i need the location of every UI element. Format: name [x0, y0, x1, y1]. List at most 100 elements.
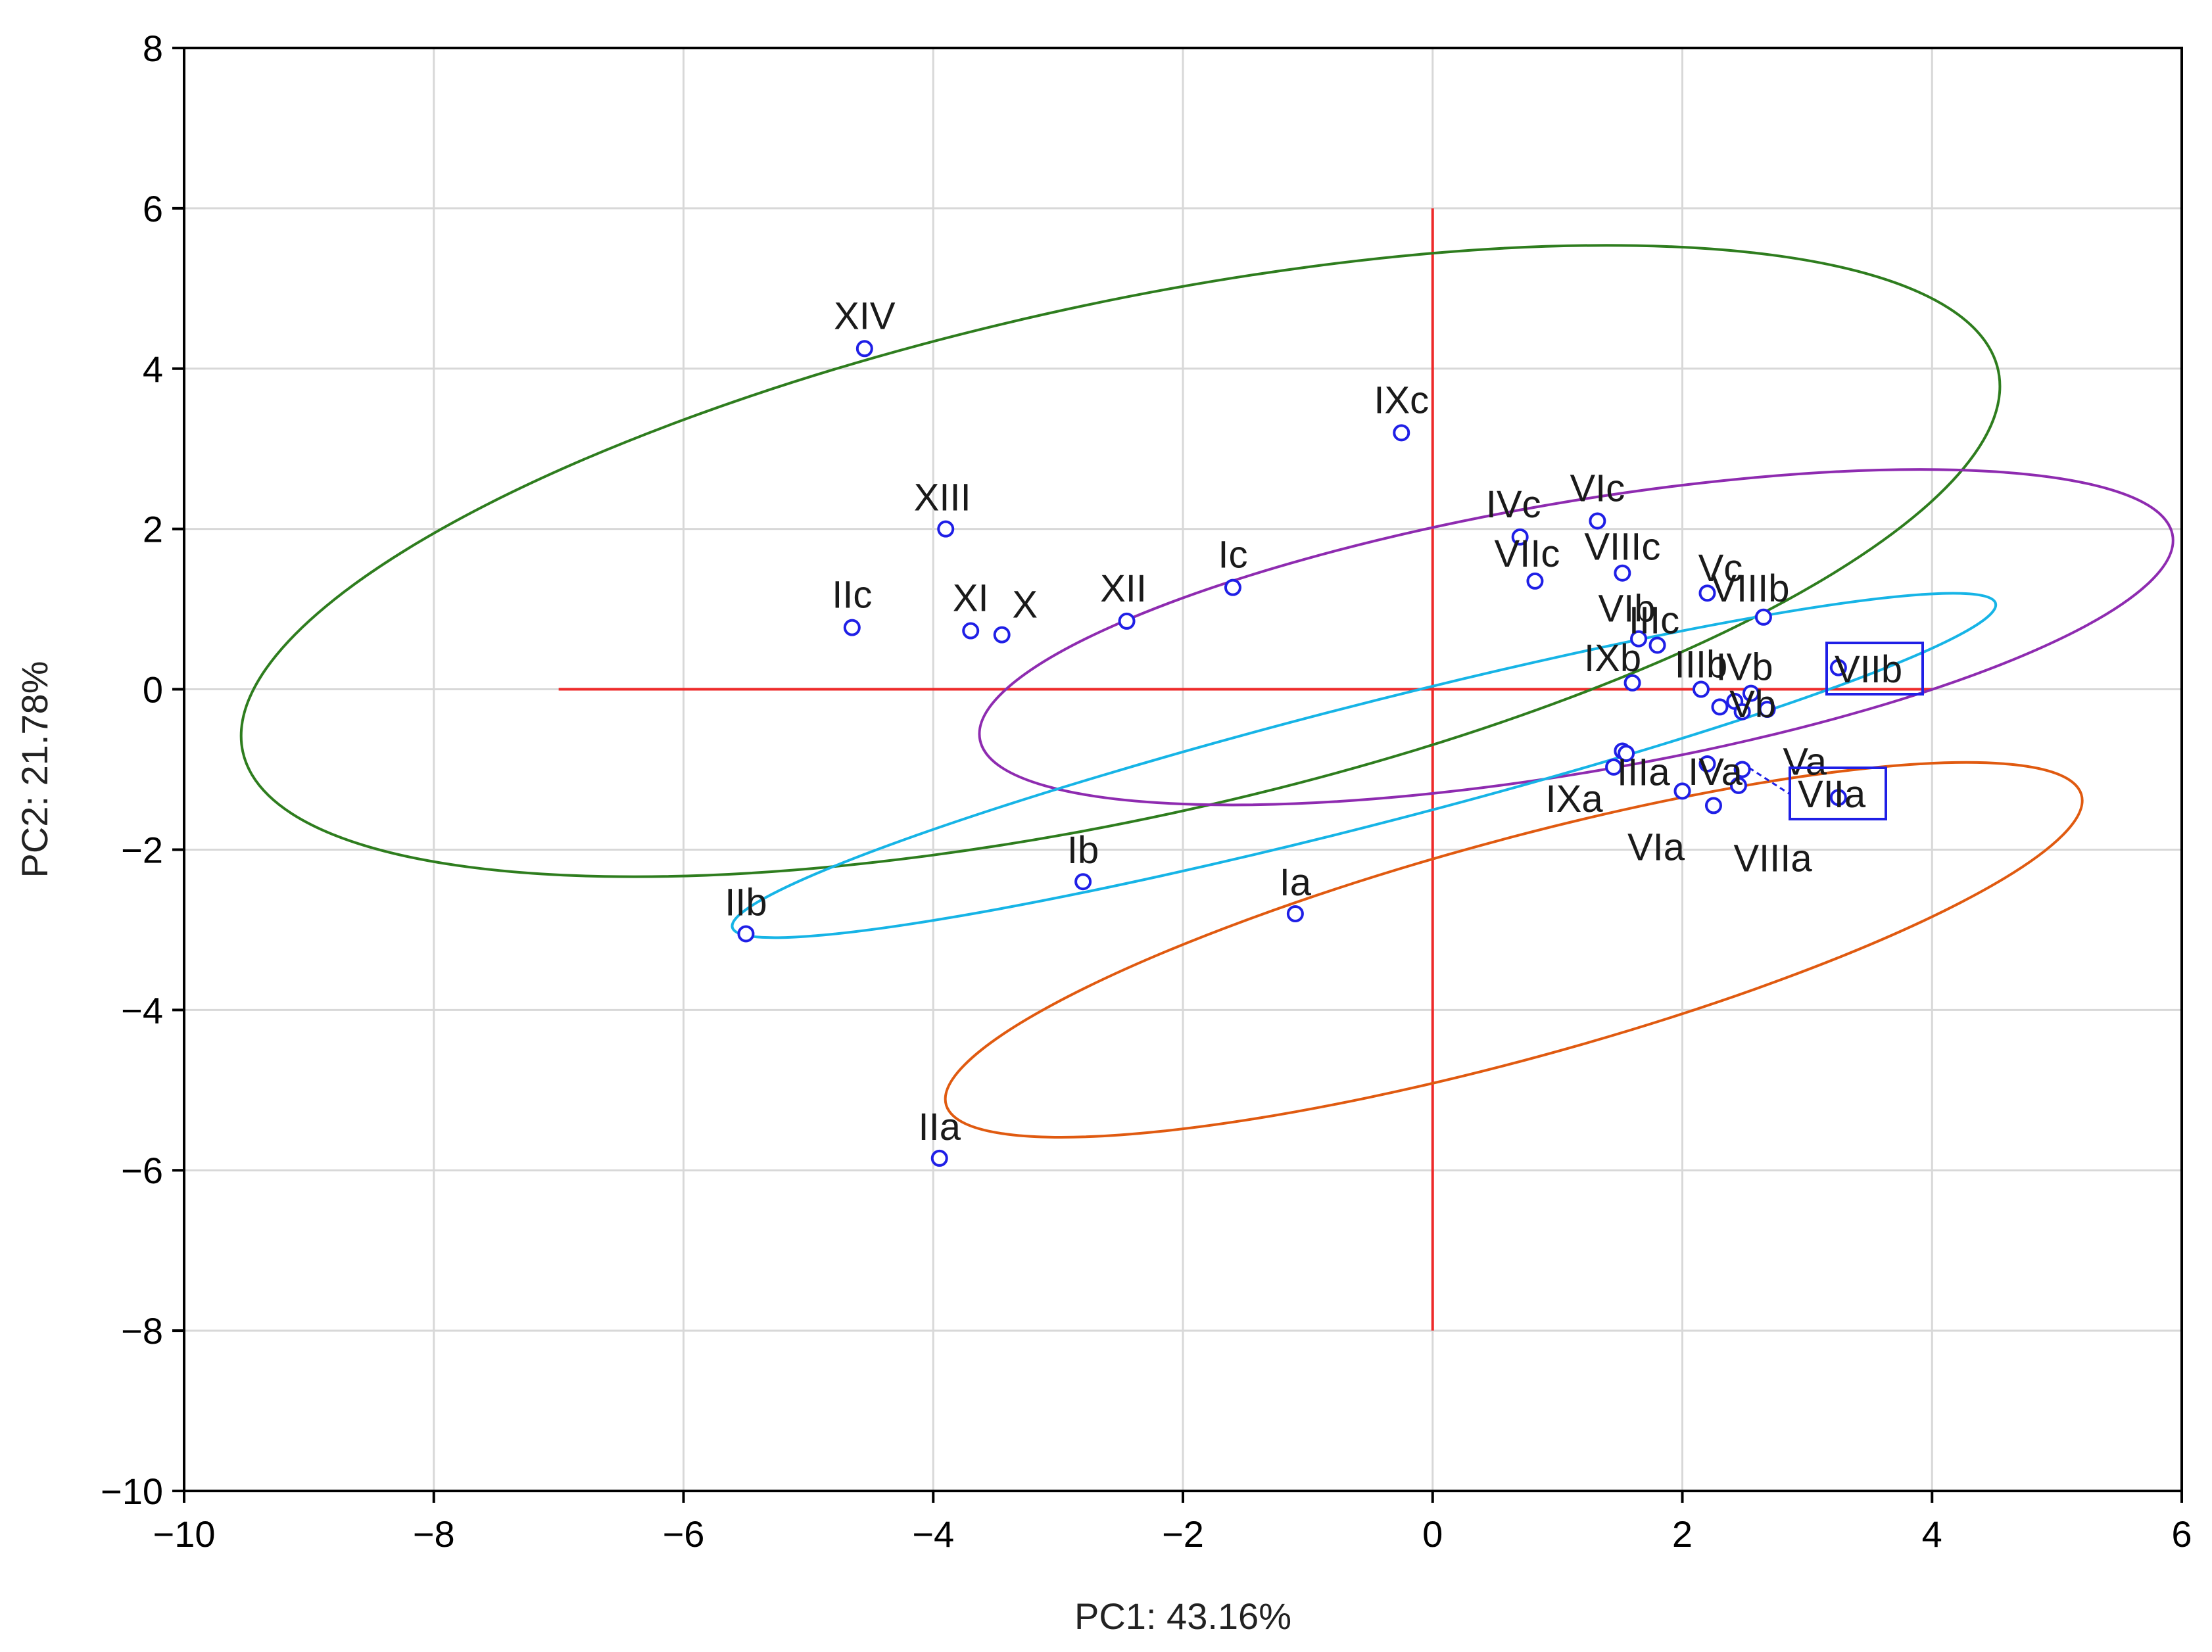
data-point [1698, 584, 1716, 602]
data-point [1589, 512, 1606, 530]
data-point [1630, 630, 1648, 648]
point-label: XIV [834, 295, 896, 337]
data-point [962, 622, 980, 640]
y-axis-title: PC2: 21.78% [14, 661, 55, 878]
data-point [1623, 674, 1641, 692]
grid-lines [184, 48, 2182, 1491]
point-label: IVc [1486, 483, 1541, 526]
ellipse-green [114, 115, 2128, 1007]
data-point [1605, 758, 1623, 776]
point-label: IIIa [1617, 751, 1670, 793]
data-point [930, 1149, 948, 1167]
x-tick-label: −8 [413, 1513, 455, 1555]
ellipse-orange [883, 694, 2144, 1207]
y-axis-ticks: −10 −8 −6 −4 −2 0 2 4 6 8 [101, 28, 184, 1512]
confidence-ellipses [114, 115, 2212, 1206]
x-tick-label: −10 [153, 1513, 216, 1555]
y-tick-label: −4 [121, 989, 163, 1031]
ellipse-cyan [700, 548, 2029, 983]
label-box [1825, 642, 1924, 696]
data-point [843, 619, 861, 636]
data-point [1711, 698, 1729, 716]
point-label: XI [953, 577, 989, 620]
data-point [1618, 745, 1635, 763]
x-tick-label: 6 [2171, 1513, 2192, 1555]
y-tick-label: −6 [121, 1150, 163, 1191]
point-label: Vc [1698, 547, 1743, 590]
point-label: Ic [1218, 534, 1247, 577]
point-label: XII [1100, 567, 1147, 610]
point-label: IXa [1546, 778, 1604, 820]
y-tick-label: 8 [143, 28, 163, 69]
data-point [1074, 873, 1092, 891]
data-point [1673, 782, 1691, 800]
data-point [737, 925, 755, 943]
data-point [855, 340, 873, 358]
point-label: VIIIc [1584, 526, 1660, 569]
point-label: IIb [725, 881, 767, 924]
point-label: Ib [1067, 829, 1099, 872]
data-point [1224, 578, 1241, 596]
point-label: IIIb [1675, 644, 1728, 686]
point-label: VIa [1627, 826, 1685, 868]
data-point [1648, 636, 1666, 654]
y-tick-label: 4 [143, 348, 163, 390]
data-point [1286, 905, 1304, 922]
point-label: Vb [1729, 683, 1776, 726]
data-point [1729, 776, 1747, 794]
point-label: IVa [1688, 751, 1743, 793]
point-label: VIIc [1494, 532, 1560, 575]
point-label: VIIb [1835, 648, 1902, 691]
point-label: VIb [1599, 588, 1656, 630]
x-tick-label: 2 [1672, 1513, 1693, 1555]
data-point [1118, 612, 1136, 630]
x-axis-ticks: −10 −8 −6 −4 −2 0 2 4 6 [153, 1491, 2192, 1555]
data-markers [737, 340, 1847, 1167]
data-point [937, 520, 955, 538]
data-point [1698, 755, 1716, 772]
data-point [1733, 703, 1751, 720]
y-tick-label: 6 [143, 188, 163, 229]
data-point [1393, 424, 1410, 442]
point-label: IIa [918, 1106, 961, 1148]
point-label: VIIa [1798, 773, 1866, 816]
data-point [1742, 684, 1760, 702]
point-label: VIc [1570, 467, 1625, 509]
x-tick-label: 0 [1422, 1513, 1443, 1555]
data-point [1758, 701, 1776, 719]
data-point [1526, 572, 1544, 590]
data-point [1733, 761, 1751, 778]
point-label: IVb [1716, 646, 1773, 689]
x-tick-label: −2 [1162, 1513, 1204, 1555]
y-tick-label: −2 [121, 829, 163, 870]
y-tick-label: −10 [101, 1471, 163, 1512]
data-point [993, 626, 1011, 644]
ellipse-purple [925, 400, 2212, 874]
point-label: IXc [1374, 379, 1429, 421]
data-point [1692, 680, 1710, 698]
x-axis-title: PC1: 43.16% [1074, 1595, 1291, 1637]
point-label: VIIIa [1733, 837, 1812, 880]
data-point [1704, 797, 1722, 814]
point-label: IXb [1584, 637, 1641, 680]
point-label: IIIc [1629, 599, 1679, 642]
point-label: XIII [914, 477, 971, 519]
label-leader [1748, 767, 1791, 795]
y-tick-label: 0 [143, 669, 163, 711]
data-point [1754, 608, 1772, 626]
x-tick-label: 4 [1922, 1513, 1942, 1555]
point-label: VIIIb [1711, 567, 1789, 610]
point-label: Ia [1280, 861, 1312, 904]
data-point [1829, 789, 1847, 807]
y-tick-label: −8 [121, 1310, 163, 1352]
data-point [1511, 528, 1529, 546]
data-point [1614, 564, 1631, 582]
data-point [1829, 659, 1847, 676]
point-label: IIc [832, 574, 872, 617]
x-tick-label: −6 [663, 1513, 705, 1555]
y-tick-label: 2 [143, 509, 163, 550]
x-tick-label: −4 [912, 1513, 954, 1555]
point-label: X [1012, 584, 1038, 626]
